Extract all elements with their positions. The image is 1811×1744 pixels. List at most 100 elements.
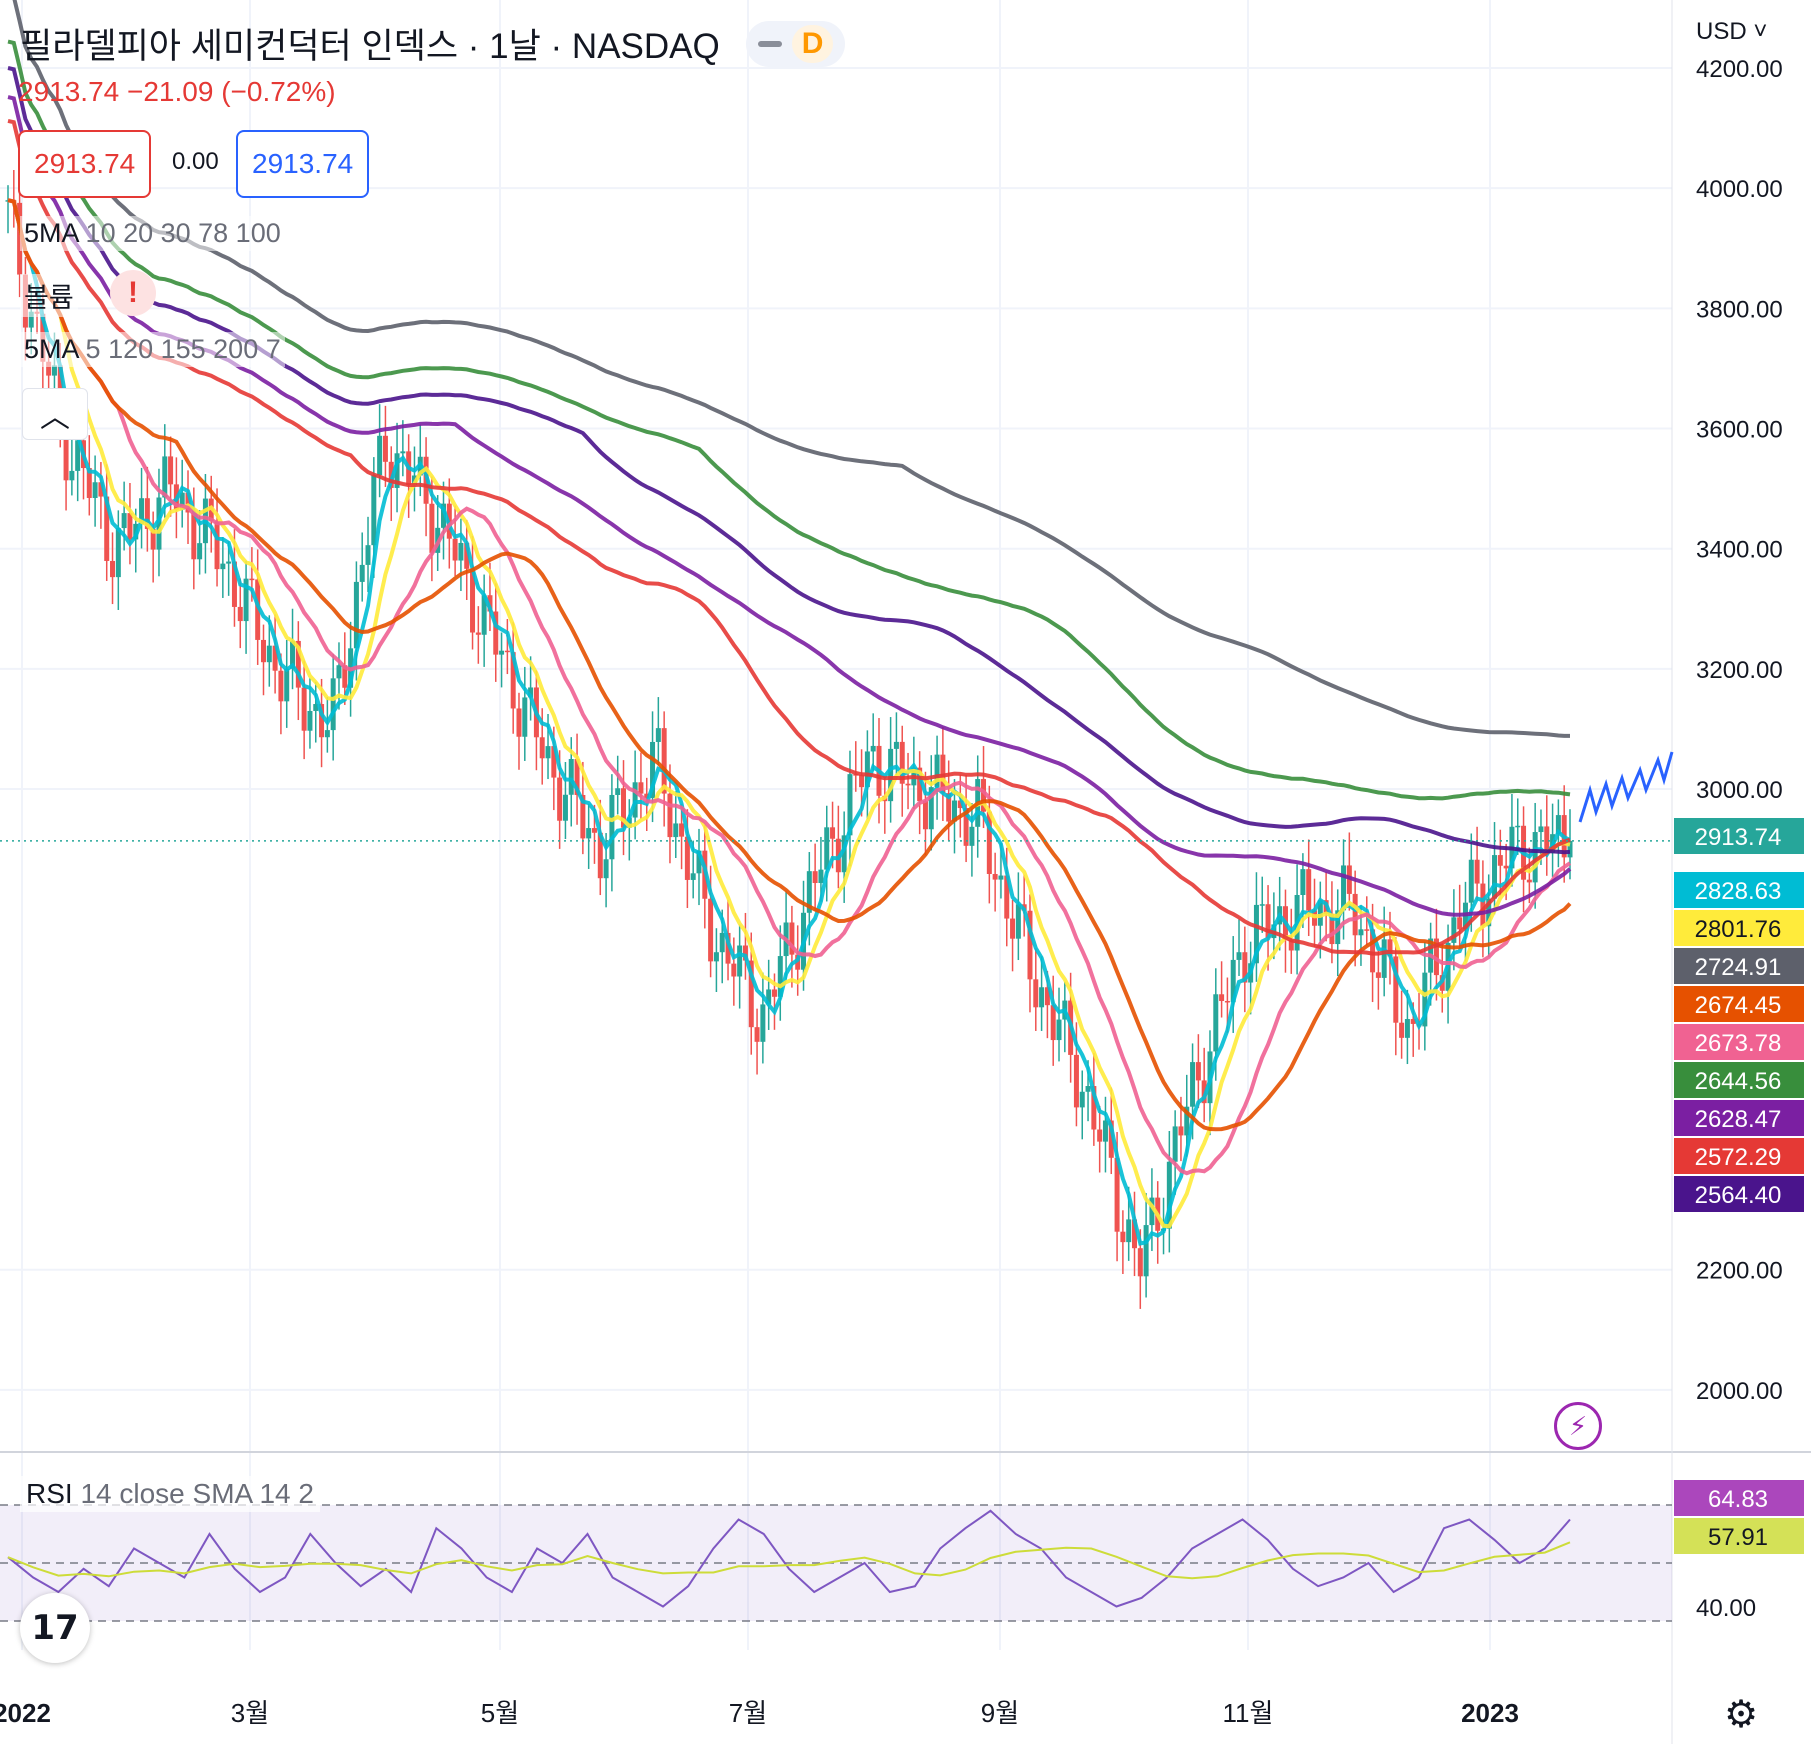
candle-body — [661, 728, 667, 794]
indicator-5ma-1[interactable]: 5MA 10 20 30 78 100 — [20, 216, 285, 251]
candle-body — [632, 782, 638, 818]
candle-body — [806, 871, 812, 913]
candle-body — [1033, 979, 1039, 1008]
candle-body — [1393, 956, 1399, 1023]
candle-body — [754, 1027, 760, 1042]
candle-body — [342, 665, 348, 688]
rsi-sma-label: 57.91 — [1708, 1524, 1768, 1551]
symbol-status-pill[interactable]: D — [745, 20, 846, 67]
candle-body — [1567, 840, 1573, 858]
candle-body — [981, 779, 987, 812]
candle-body — [307, 710, 313, 731]
candle-body — [946, 793, 952, 822]
candle-body — [1149, 1197, 1155, 1226]
candle-body — [237, 606, 243, 622]
candle-body — [487, 595, 493, 612]
candle-body — [1474, 859, 1480, 884]
chevron-up-icon[interactable]: ︿ — [22, 388, 88, 440]
candle-body — [121, 513, 127, 529]
candle-body — [1544, 826, 1550, 853]
candle-body — [429, 503, 435, 553]
rsi-legend[interactable]: RSI 14 close SMA 14 2 — [20, 1476, 320, 1512]
candle-body — [951, 800, 957, 822]
candle-body — [841, 835, 847, 873]
candle-body — [1079, 1091, 1085, 1108]
candle-body — [824, 827, 830, 870]
candle-body — [742, 945, 748, 961]
symbol-title[interactable]: 필라델피아 세미컨덕터 인덱스 · 1날 · NASDAQ — [20, 27, 720, 66]
candle-body — [1329, 913, 1335, 945]
candle-body — [928, 787, 934, 830]
candle-body — [1015, 904, 1021, 939]
candle-body — [1433, 938, 1439, 976]
y-tick-label: 3400.00 — [1696, 537, 1783, 564]
candle-body — [586, 828, 592, 839]
candle-body — [371, 475, 377, 546]
sell-box[interactable]: 2913.74 — [18, 130, 152, 198]
y-tick-label: 3600.00 — [1696, 417, 1783, 444]
tradingview-logo-icon[interactable]: 17 — [20, 1593, 90, 1663]
candle-body — [1259, 904, 1265, 906]
candle-body — [969, 826, 975, 846]
candle-body — [481, 595, 487, 635]
buy-box[interactable]: 2913.74 — [236, 130, 370, 198]
candle-body — [255, 579, 261, 640]
candle-body — [522, 697, 528, 737]
candle-body — [1091, 1086, 1097, 1130]
candle-body — [144, 498, 150, 529]
candle-body — [1195, 1062, 1201, 1081]
candle-body — [557, 777, 563, 821]
candle-body — [295, 640, 301, 688]
candle-body — [1358, 929, 1364, 936]
candle-body — [725, 932, 731, 964]
candle-body — [1190, 1062, 1196, 1107]
candle-body — [673, 823, 679, 838]
alert-icon[interactable]: ! — [110, 270, 156, 316]
candle-body — [626, 817, 632, 828]
candle-body — [528, 687, 534, 698]
candle-body — [1532, 832, 1538, 883]
candle-body — [359, 564, 365, 582]
candle-body — [766, 989, 772, 1005]
candle-body — [1352, 893, 1358, 936]
price-axis-label-bg — [1674, 986, 1804, 1022]
candle-body — [470, 568, 476, 633]
indicator-volume[interactable]: 볼륨 — [20, 274, 78, 317]
currency-selector[interactable]: USD ˅ — [1696, 18, 1768, 45]
drawing-annotation — [1578, 751, 1674, 823]
candle-body — [98, 482, 104, 497]
candle-body — [365, 545, 371, 565]
candle-body — [156, 497, 162, 550]
candle-body — [922, 801, 928, 830]
candle-body — [789, 922, 795, 955]
candle-body — [499, 650, 505, 655]
candle-body — [231, 561, 237, 607]
candle-body — [1108, 1120, 1114, 1158]
price-change: 2913.74 −21.09 (−0.72%) — [18, 76, 336, 107]
candle-body — [551, 746, 557, 778]
candle-body — [818, 869, 824, 884]
candle-body — [591, 828, 597, 833]
candle-body — [1555, 815, 1561, 835]
candle-body — [562, 794, 568, 821]
candle-body — [290, 640, 296, 669]
moving-average-line — [7, 95, 1572, 917]
candle-body — [708, 898, 714, 962]
candle-body — [214, 521, 220, 570]
candle-body — [1230, 959, 1236, 1003]
candle-body — [441, 503, 447, 528]
indicator-5ma-2[interactable]: 5MA 5 120 155 200 7 — [20, 332, 285, 367]
candle-body — [458, 542, 464, 561]
candle-body — [963, 808, 969, 846]
x-tick-label: 5월 — [481, 1698, 519, 1728]
moving-average-line — [7, 198, 1572, 1132]
candle-body — [1497, 855, 1503, 866]
gear-icon[interactable]: ⚙ — [1724, 1694, 1759, 1736]
lightning-icon[interactable]: ⚡ — [1554, 1402, 1602, 1450]
candle-body — [1114, 1157, 1120, 1232]
candle-body — [1120, 1231, 1126, 1243]
price-axis-label: 2673.78 — [1695, 1030, 1782, 1057]
price-axis-label-bg — [1674, 910, 1804, 946]
candle-body — [667, 793, 673, 838]
